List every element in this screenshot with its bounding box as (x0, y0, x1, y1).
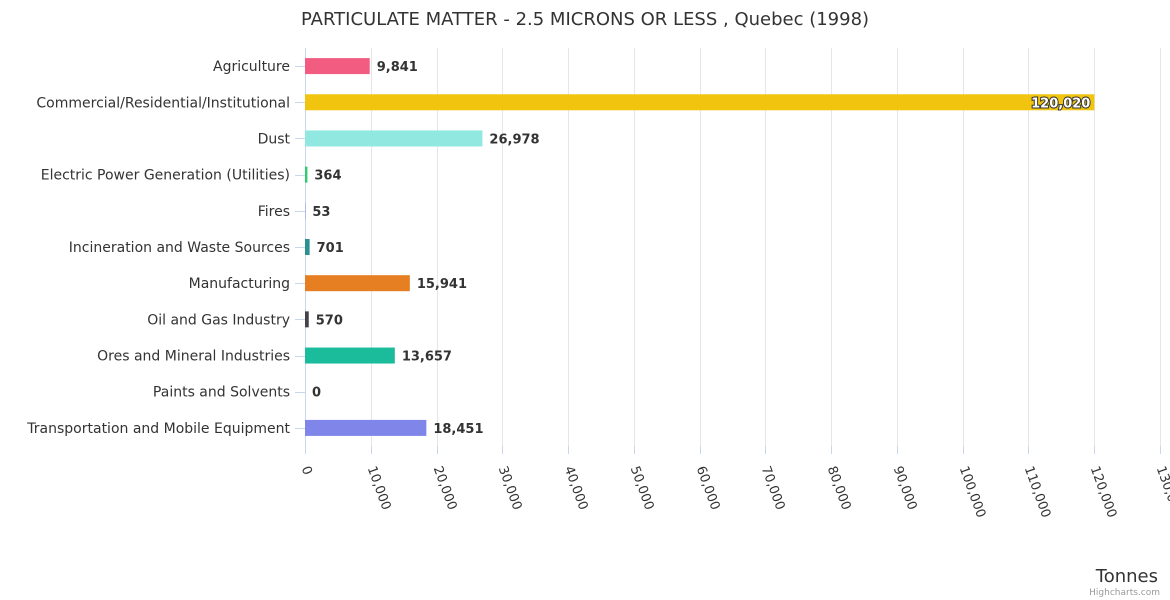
chart-title: PARTICULATE MATTER - 2.5 MICRONS OR LESS… (301, 9, 869, 30)
data-label: 570 (316, 313, 343, 328)
value-axis-tick-label: 0 (298, 464, 315, 477)
value-axis-tick-label: 80,000 (824, 464, 854, 512)
bar[interactable] (305, 311, 309, 328)
category-label: Ores and Mineral Industries (97, 349, 290, 365)
gridlines (371, 48, 1161, 446)
bar[interactable] (305, 347, 395, 364)
value-axis-tick-label: 40,000 (561, 464, 591, 512)
data-labels: 9,841 120,020 26,978 364 53 701 15,941 570 13,65… (312, 60, 1091, 437)
category-label: Paints and Solvents (153, 385, 290, 401)
value-axis-tick-label: 70,000 (758, 464, 788, 512)
category-label: Electric Power Generation (Utilities) (41, 168, 290, 184)
bar[interactable] (305, 419, 427, 436)
data-label: 120,020 (1031, 96, 1090, 111)
value-axis-ticks: 0 10,000 20,000 30,000 40,000 50,000 60,000 70,… (298, 446, 1170, 520)
data-label: 18,451 (433, 422, 483, 437)
data-label: 364 (314, 169, 341, 184)
value-axis-title: Tonnes (1095, 566, 1158, 587)
bar[interactable] (305, 130, 483, 147)
category-axis: Agriculture Commercial/Residential/Instit… (26, 48, 306, 446)
data-label: 53 (312, 205, 330, 220)
bar[interactable] (305, 239, 310, 255)
category-label: Oil and Gas Industry (147, 312, 290, 328)
value-axis-tick-label: 100,000 (956, 464, 988, 520)
data-label: 13,657 (402, 350, 452, 365)
value-axis-tick-label: 120,000 (1087, 464, 1119, 520)
credits-link[interactable]: Highcharts.com (1089, 588, 1160, 598)
category-label: Incineration and Waste Sources (69, 240, 290, 256)
value-axis-tick-label: 90,000 (890, 464, 920, 512)
value-axis-tick-label: 130,000 (1153, 464, 1170, 520)
value-axis-tick-label: 10,000 (364, 464, 394, 512)
value-axis-tick-label: 50,000 (627, 464, 657, 512)
data-label: 9,841 (377, 60, 418, 75)
category-label: Dust (258, 131, 291, 147)
data-label: 701 (317, 241, 344, 256)
value-axis-tick-label: 30,000 (495, 464, 525, 512)
category-label: Commercial/Residential/Institutional (36, 95, 290, 111)
value-axis-tick-label: 110,000 (1021, 464, 1053, 520)
value-axis-tick-label: 60,000 (693, 464, 723, 512)
value-axis-tick-label: 20,000 (430, 464, 460, 512)
category-label: Manufacturing (189, 276, 290, 292)
category-label: Transportation and Mobile Equipment (26, 421, 290, 437)
bar[interactable] (305, 166, 308, 183)
data-label: 26,978 (489, 132, 539, 147)
data-label: 0 (312, 386, 321, 401)
bars (305, 58, 1095, 436)
bar[interactable] (305, 94, 1095, 111)
data-label: 15,941 (417, 277, 467, 292)
bar[interactable] (305, 275, 410, 292)
category-label: Fires (258, 204, 290, 220)
category-label: Agriculture (213, 59, 290, 75)
bar[interactable] (305, 58, 370, 75)
